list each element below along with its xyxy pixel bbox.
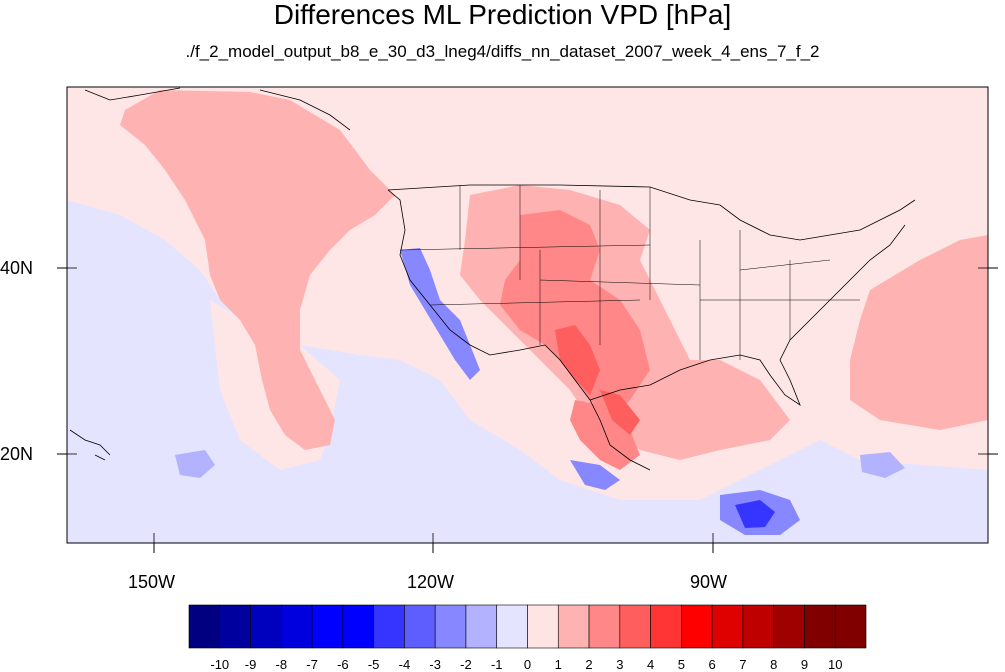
coastlines (69, 87, 916, 471)
colorbar-swatch (588, 604, 621, 649)
colorbar-swatch (250, 604, 282, 649)
colorbar-swatch (619, 604, 651, 649)
colorbar-swatch (773, 604, 805, 649)
x-tick-label-150w: 150W (128, 572, 176, 592)
colorbar-swatch (742, 604, 774, 649)
atlantic-positive (850, 235, 988, 430)
colorbar-swatch (404, 604, 436, 649)
colorbar-swatch (465, 604, 498, 649)
colorbar-swatch (527, 604, 559, 649)
colorbar-swatch (496, 604, 528, 649)
colorbar-swatch (373, 604, 405, 649)
colorbar-swatch (650, 604, 682, 649)
colorbar: -10 -9 -8 -7 -6 -5 -4 -3 -2 -1 0 1 2 3 4 5 6 7 8 9 10 (188, 604, 867, 672)
colorbar-label: 0 (524, 657, 531, 672)
colorbar-swatch (219, 604, 251, 649)
colorbar-label: -6 (337, 657, 349, 672)
pacific-positive-plume (120, 90, 395, 450)
colorbar-swatch (281, 604, 313, 649)
y-tick-label-20n: 20N (0, 444, 34, 464)
hawaii-negative (175, 450, 215, 478)
colorbar-label: -4 (399, 657, 411, 672)
colorbar-label: 3 (616, 657, 623, 672)
colorbar-label: 8 (770, 657, 777, 672)
hotspot-mexico (600, 390, 640, 435)
colorbar-label: 2 (585, 657, 592, 672)
east-pacific-negative (860, 452, 905, 478)
us-interior-strong (500, 210, 650, 420)
colorbar-swatch (804, 604, 836, 649)
mexico-negative (570, 460, 620, 490)
x-tick-label-90w: 90W (690, 572, 728, 592)
colorbar-label: 7 (739, 657, 746, 672)
colorbar-label: -10 (210, 657, 229, 672)
colorbar-swatch (711, 604, 744, 649)
colorbar-label: -9 (245, 657, 257, 672)
colorbar-swatch (557, 604, 590, 649)
colorbar-label: 6 (709, 657, 716, 672)
colorbar-label: -8 (276, 657, 288, 672)
map-subtitle: ./f_2_model_output_b8_e_30_d3_lneg4/diff… (185, 42, 820, 61)
y-tick-label-40n: 40N (0, 258, 34, 278)
west-ocean-blue-patch (67, 255, 150, 330)
colorbar-label: 1 (555, 657, 562, 672)
colorbar-label: 9 (801, 657, 808, 672)
colorbar-label: -7 (306, 657, 318, 672)
colorbar-swatch (188, 604, 221, 649)
colorbar-label: -5 (368, 657, 380, 672)
state-borders (399, 185, 860, 360)
colorbar-label: -3 (429, 657, 441, 672)
colorbar-label: -2 (460, 657, 472, 672)
west-coast-negative (400, 248, 480, 380)
colorbar-swatch (834, 604, 867, 649)
mexico-strong (570, 400, 640, 470)
map-plot (67, 87, 988, 543)
colorbar-label: 10 (828, 657, 842, 672)
x-tick-label-120w: 120W (407, 572, 455, 592)
map-title: Differences ML Prediction VPD [hPa] (273, 0, 732, 30)
colorbar-label: -1 (491, 657, 503, 672)
map-frame (66, 86, 989, 544)
colorbar-swatch (434, 604, 467, 649)
colorbar-label: 4 (647, 657, 654, 672)
caribbean-strong-negative (735, 500, 775, 528)
colorbar-label: 5 (678, 657, 685, 672)
hotspot-texas (555, 325, 600, 395)
colorbar-swatch (681, 604, 713, 649)
outer-ticks (57, 267, 998, 553)
inner-ticks (67, 267, 988, 543)
colorbar-swatch (342, 604, 374, 649)
colorbar-swatch (311, 604, 344, 649)
